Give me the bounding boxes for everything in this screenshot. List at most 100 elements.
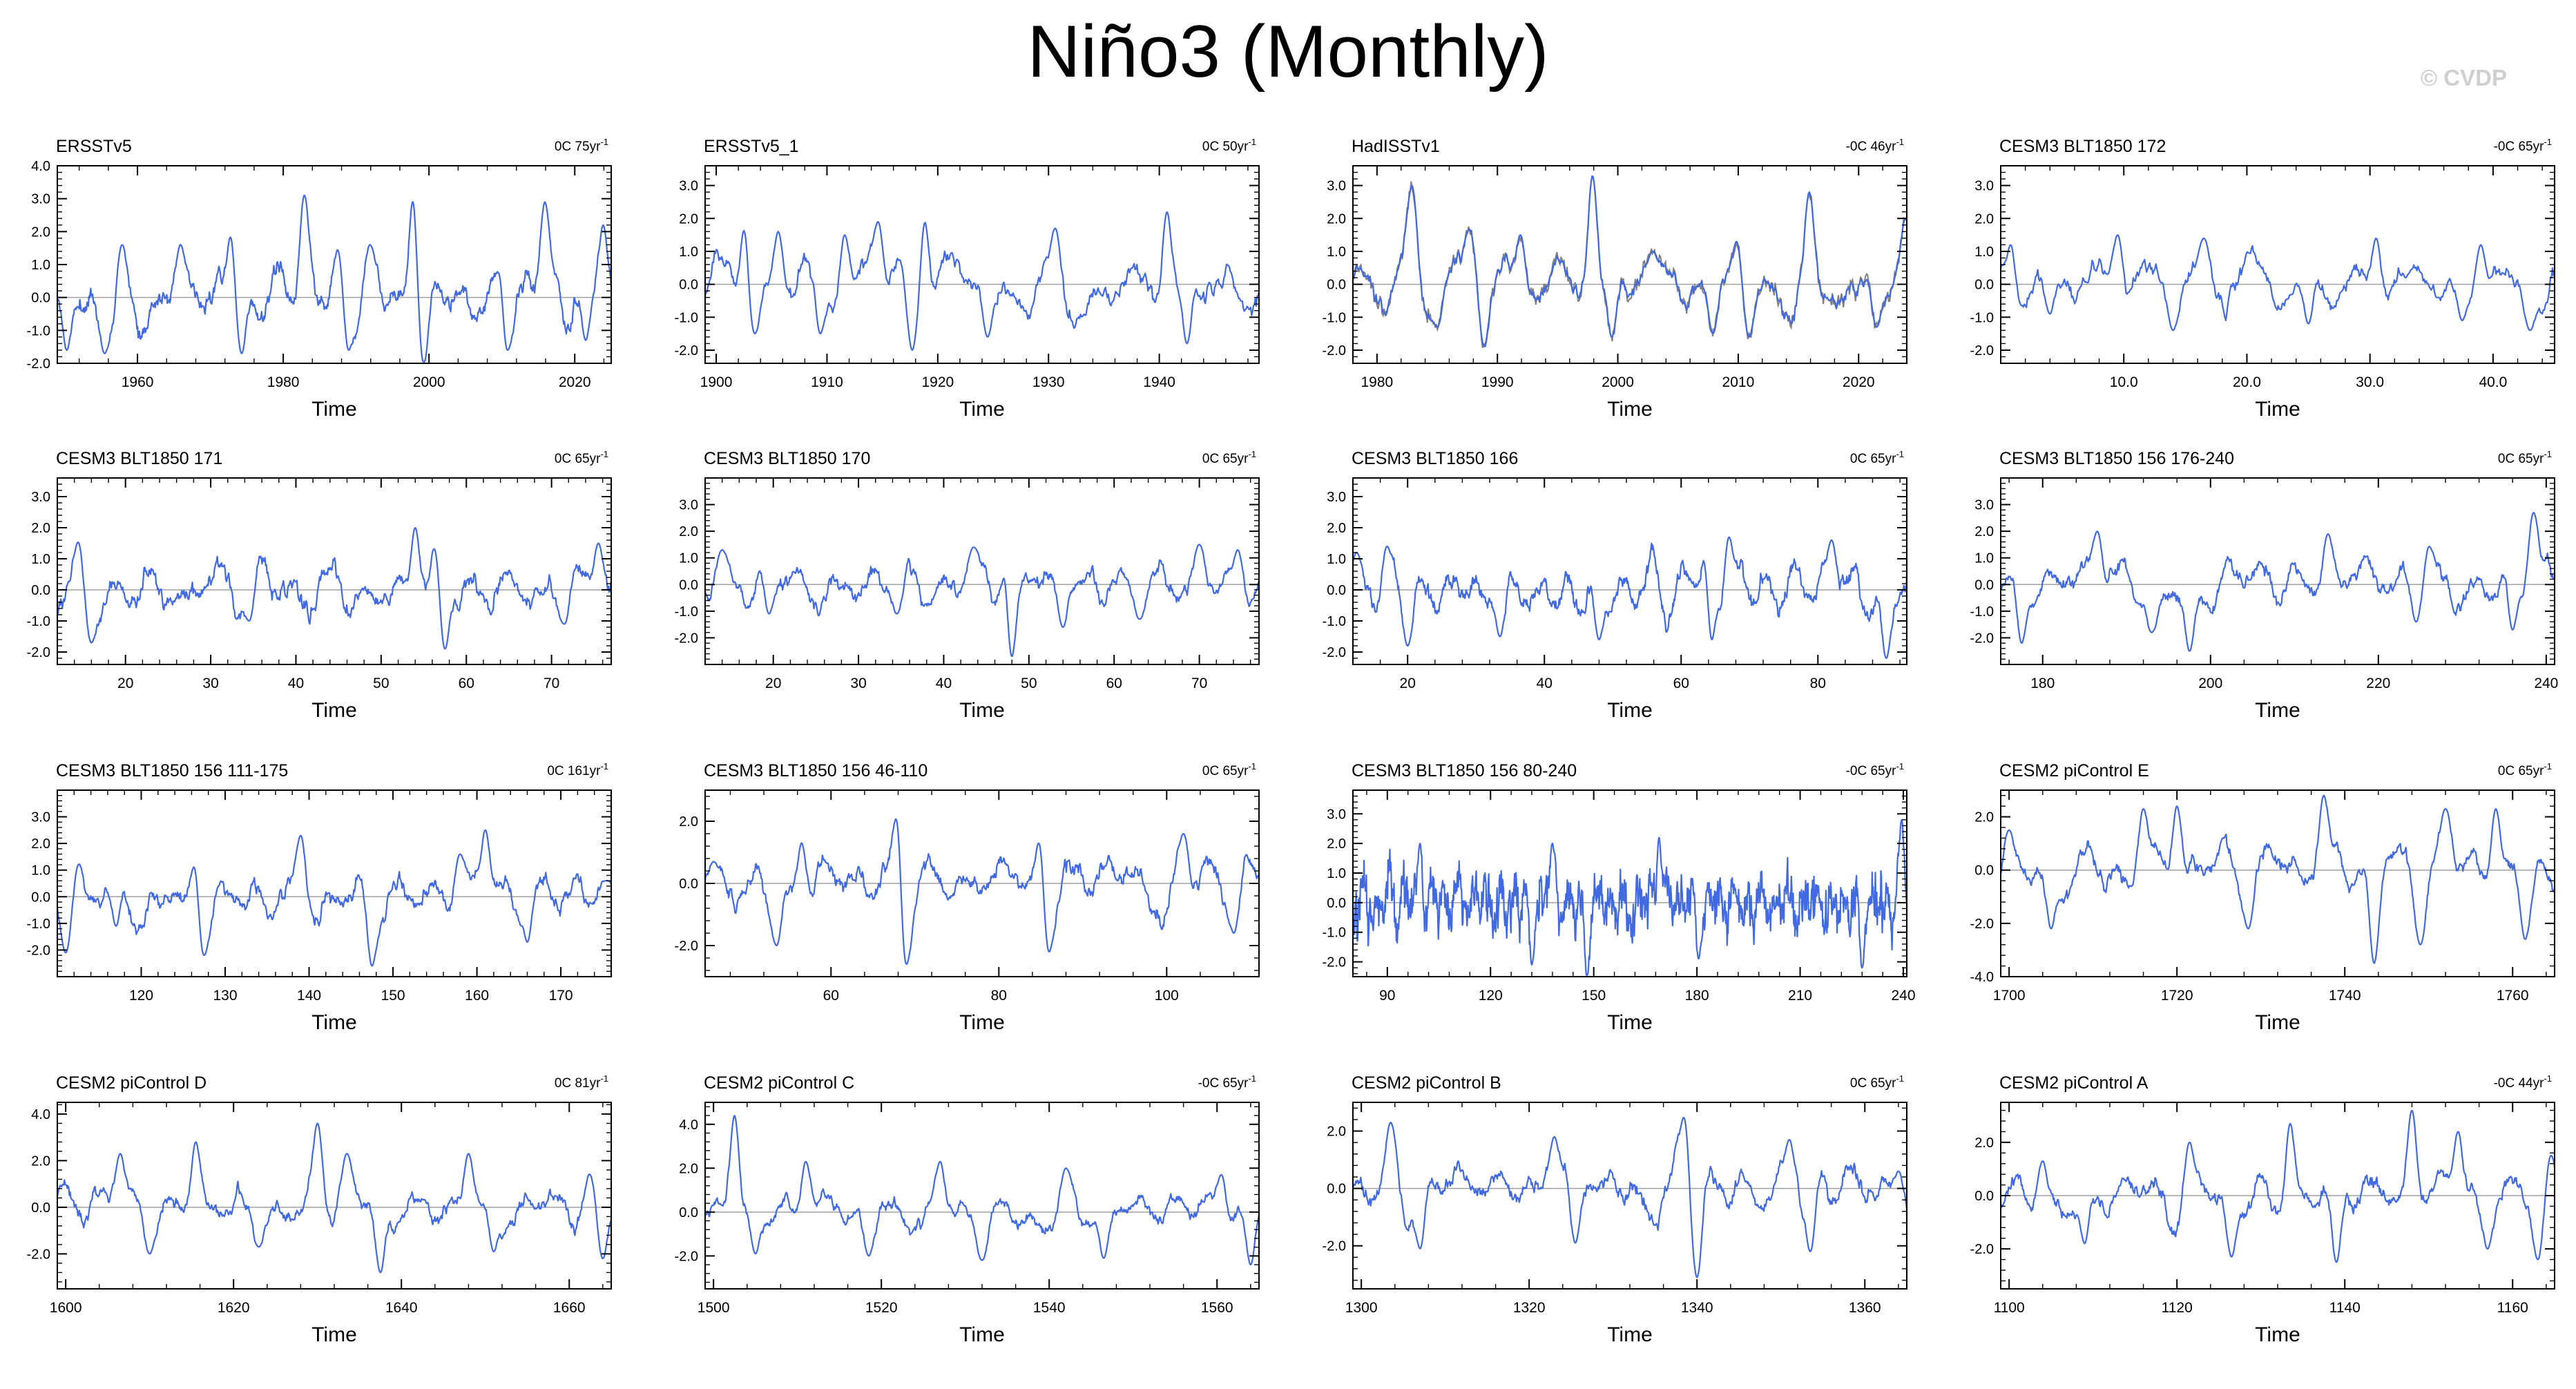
- x-tick-label: 20.0: [2233, 374, 2261, 390]
- y-tick-label: 3.0: [31, 490, 50, 505]
- y-tick-label: -2.0: [27, 943, 50, 958]
- y-tick-label: 0.0: [1327, 583, 1346, 598]
- plot-frame: [1352, 1102, 1907, 1290]
- y-tick-label: 3.0: [1327, 490, 1346, 505]
- chart-panel: CESM3 BLT1850 172 -0C 65yr-1 -2.0 -1.0 0.0 1.…: [1970, 137, 2555, 421]
- y-tick-label: 0.0: [31, 291, 50, 306]
- panel-title: CESM2 piControl C: [704, 1073, 854, 1093]
- y-tick-label: 0.0: [679, 876, 698, 892]
- series-line: [1353, 536, 1907, 659]
- panel-title: HadISSTv1: [1352, 137, 1440, 156]
- x-tick-label: 120: [129, 988, 153, 1004]
- x-tick-label: 1910: [811, 374, 843, 390]
- x-tick-label: 1700: [1993, 988, 2026, 1004]
- panel-trend-exponent: -1: [1896, 449, 1904, 459]
- x-tick-label: 1980: [267, 374, 300, 390]
- y-tick-label: 1.0: [31, 552, 50, 567]
- plot-frame: [704, 477, 1260, 665]
- plot-frame: [2000, 165, 2555, 364]
- x-tick-label: 1360: [1849, 1300, 1881, 1316]
- series-line: [1353, 1116, 1907, 1278]
- y-tick-label: 1.0: [31, 863, 50, 879]
- panel-title: CESM3 BLT1850 171: [56, 449, 222, 468]
- series-line: [705, 818, 1259, 965]
- panel-trend-exponent: -1: [600, 449, 608, 459]
- y-tick-label: 0.0: [1974, 577, 1994, 593]
- x-tick-label: 130: [213, 988, 238, 1004]
- panel-trend-exponent: -1: [1896, 761, 1904, 772]
- x-tick-label: 90: [1379, 988, 1395, 1004]
- x-tick-label: 20: [117, 676, 133, 691]
- x-tick-label: 2000: [1602, 374, 1634, 390]
- chart-panel: CESM3 BLT1850 171 0C 65yr-1 -2.0 -1.0 0.0 1.0…: [27, 449, 612, 722]
- y-tick-label: 2.0: [1974, 524, 1994, 539]
- panel-trend-exponent: -1: [2544, 137, 2552, 147]
- x-axis-label: Time: [959, 699, 1005, 722]
- series-line: [705, 211, 1259, 351]
- x-tick-label: 1920: [921, 374, 954, 390]
- x-axis-label: Time: [2255, 1011, 2300, 1034]
- panel-trend: 0C 65yr-1: [1202, 449, 1256, 466]
- x-tick-label: 2000: [413, 374, 445, 390]
- y-tick-label: -2.0: [1970, 343, 1994, 358]
- series-line: [57, 527, 611, 650]
- panel-trend: 0C 65yr-1: [1850, 1073, 1904, 1091]
- y-tick-label: 0.0: [31, 583, 50, 598]
- x-tick-label: 220: [2366, 676, 2390, 691]
- y-tick-label: 3.0: [679, 179, 698, 194]
- y-tick-label: -1.0: [27, 323, 50, 338]
- x-tick-label: 210: [1788, 988, 1812, 1004]
- y-tick-label: 3.0: [1974, 179, 1994, 194]
- x-tick-label: 60: [823, 988, 839, 1004]
- plot-frame: [57, 1102, 612, 1290]
- x-tick-label: 1540: [1033, 1300, 1066, 1316]
- y-tick-label: 0.0: [679, 577, 698, 593]
- x-tick-label: 60: [1673, 676, 1689, 691]
- panel-title: CESM3 BLT1850 170: [704, 449, 870, 468]
- y-tick-label: 1.0: [679, 551, 698, 566]
- y-tick-label: 0.0: [1974, 278, 1994, 293]
- x-tick-label: 1960: [122, 374, 154, 390]
- x-tick-label: 240: [1891, 988, 1915, 1004]
- x-tick-label: 10.0: [2110, 374, 2138, 390]
- y-tick-label: -1.0: [27, 917, 50, 932]
- y-tick-label: 0.0: [1327, 1182, 1346, 1197]
- panel-trend: -0C 46yr-1: [1846, 137, 1904, 154]
- x-tick-label: 180: [2030, 676, 2055, 691]
- chart-panel: CESM2 piControl B 0C 65yr-1 -2.0 0.0 2.0 1300…: [1323, 1073, 1907, 1346]
- x-tick-label: 80: [1810, 676, 1826, 691]
- panel-trend: 0C 75yr-1: [555, 137, 608, 154]
- panel-trend: -0C 65yr-1: [2494, 137, 2552, 154]
- chart-panel: CESM3 BLT1850 166 0C 65yr-1 -2.0 -1.0 0.0 1.0…: [1323, 449, 1907, 722]
- panel-trend: -0C 65yr-1: [1846, 761, 1904, 778]
- y-tick-label: 1.0: [31, 258, 50, 273]
- x-tick-label: 40: [936, 676, 952, 691]
- chart-panel: CESM3 BLT1850 156 176-240 0C 65yr-1 -2.0 -1…: [1970, 449, 2559, 722]
- panel-trend-exponent: -1: [2544, 449, 2552, 459]
- x-tick-label: 1340: [1681, 1300, 1713, 1316]
- y-tick-label: 0.0: [1327, 896, 1346, 911]
- panel-trend: -0C 65yr-1: [1198, 1073, 1256, 1091]
- y-tick-label: 3.0: [679, 498, 698, 513]
- y-tick-label: -2.0: [675, 1249, 698, 1264]
- x-tick-label: 2020: [559, 374, 591, 390]
- x-tick-label: 1100: [1994, 1300, 2025, 1316]
- x-axis-label: Time: [311, 398, 357, 421]
- x-axis-label: Time: [1607, 699, 1653, 722]
- plot-frame: [1352, 789, 1907, 977]
- panel-trend-exponent: -1: [1896, 1073, 1904, 1084]
- x-tick-label: 20: [765, 676, 781, 691]
- x-axis-label: Time: [959, 1011, 1005, 1034]
- x-tick-label: 1500: [698, 1300, 730, 1316]
- y-tick-label: 1.0: [1327, 552, 1346, 567]
- y-tick-label: 1.0: [679, 245, 698, 260]
- y-tick-label: -4.0: [1970, 970, 1994, 985]
- x-tick-label: 1930: [1032, 374, 1065, 390]
- x-tick-label: 40: [288, 676, 304, 691]
- x-axis-label: Time: [311, 1323, 357, 1346]
- y-tick-label: 0.0: [679, 1205, 698, 1220]
- chart-panel: CESM2 piControl A -0C 44yr-1 -2.0 0.0 2.0 110…: [1970, 1073, 2555, 1346]
- y-tick-label: 2.0: [679, 524, 698, 539]
- series-line: [57, 1122, 611, 1274]
- chart-panel: CESM3 BLT1850 156 80-240 -0C 65yr-1 -2.0 -1…: [1323, 761, 1916, 1034]
